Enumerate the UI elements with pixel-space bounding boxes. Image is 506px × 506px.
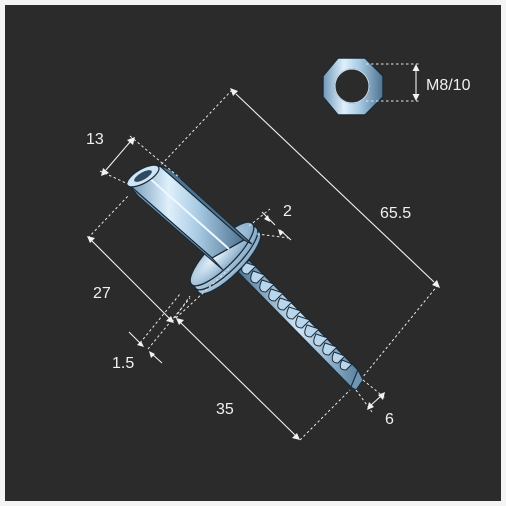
nut-icon bbox=[322, 57, 384, 116]
thread-diameter-dimension bbox=[355, 379, 386, 413]
washer-gap-label: 1.5 bbox=[112, 355, 134, 372]
upper-length-dimension bbox=[87, 195, 191, 323]
diagram-canvas: M8/10 bbox=[5, 5, 501, 501]
bolt-illustration bbox=[126, 164, 364, 391]
overall-length-dimension bbox=[159, 88, 440, 379]
overall-length-label: 65.5 bbox=[380, 205, 411, 222]
nut-size-label: M8/10 bbox=[426, 77, 471, 94]
nut-length-label: 13 bbox=[86, 131, 104, 148]
nut-length-dimension bbox=[99, 135, 181, 185]
washer-thickness-label: 2 bbox=[283, 203, 292, 220]
thread-length-label: 35 bbox=[216, 401, 234, 418]
washer-thickness-dimension bbox=[248, 208, 292, 241]
thread-ridges bbox=[241, 261, 353, 371]
washer-gap-dimension bbox=[128, 293, 191, 364]
hex-coupling-nut bbox=[126, 164, 253, 271]
thread-diameter-label: 6 bbox=[385, 411, 394, 428]
thread-length-dimension bbox=[175, 267, 351, 441]
bolt-dimension-drawing: M8/10 bbox=[86, 57, 471, 441]
upper-length-label: 27 bbox=[93, 285, 111, 302]
nut-size-dimension bbox=[366, 63, 420, 102]
